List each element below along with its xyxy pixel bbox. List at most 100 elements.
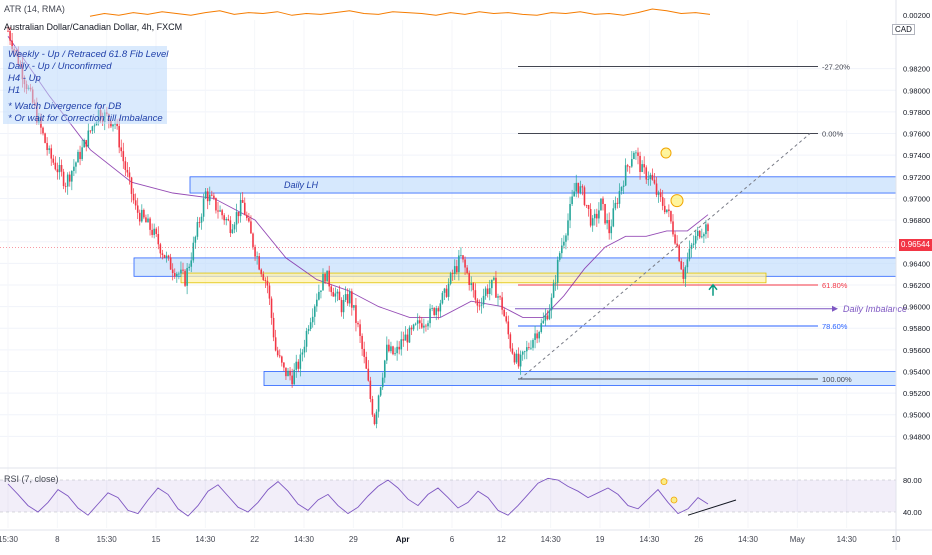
candle-body <box>538 332 540 339</box>
y-tick-label: 0.96400 <box>903 259 930 268</box>
candle-body <box>332 292 335 297</box>
candle-body <box>75 162 77 167</box>
candle-body <box>639 155 641 172</box>
candle-body <box>42 127 44 134</box>
currency-badge[interactable]: CAD <box>892 24 915 35</box>
candle-body <box>480 304 483 306</box>
candle-body <box>668 209 670 212</box>
candle-body <box>186 268 188 286</box>
candle-body <box>686 259 689 268</box>
candle-body <box>499 296 501 298</box>
candle-body <box>649 174 652 180</box>
y-tick-label: 0.97400 <box>903 151 930 160</box>
candle-body <box>231 229 234 234</box>
candle-body <box>441 292 444 304</box>
y-tick-label: 0.97600 <box>903 130 930 139</box>
candle-body <box>130 177 133 194</box>
candle-body <box>661 197 664 206</box>
candle-body <box>173 273 176 277</box>
candle-body <box>316 299 318 307</box>
candle-body <box>624 165 627 186</box>
candle-body <box>301 352 304 355</box>
y-tick-label: 0.94800 <box>903 432 930 441</box>
candle-body <box>556 259 559 283</box>
analysis-note-box[interactable]: Weekly - Up / Retraced 61.8 Fib Level Da… <box>3 46 168 124</box>
note-line: H1 <box>8 85 21 96</box>
candle-body <box>688 248 691 260</box>
rsi-highlight-circle <box>660 478 668 486</box>
candle-body <box>682 269 685 279</box>
candle-body <box>470 283 473 286</box>
candle-body <box>676 243 678 246</box>
candle-body <box>141 209 143 222</box>
candle-body <box>620 186 623 191</box>
candle-body <box>678 245 680 262</box>
candle-body <box>281 356 283 363</box>
candle-body <box>427 323 429 327</box>
imbalance-label: Daily Imbalance <box>843 304 907 314</box>
candle-body <box>534 333 536 340</box>
candle-body <box>655 183 658 195</box>
x-tick-label: 19 <box>596 535 605 544</box>
rsi-indicator-label[interactable]: RSI (7, close) <box>4 474 59 484</box>
y-tick-label: 0.98200 <box>903 65 930 74</box>
candle-body <box>517 353 520 367</box>
candle-body <box>511 348 514 354</box>
candle-body <box>208 194 211 202</box>
highlight-circle <box>670 194 684 208</box>
candle-body <box>690 244 693 249</box>
candle-body <box>631 159 633 167</box>
y-tick-label: 0.97200 <box>903 173 930 182</box>
candle-body <box>128 172 131 178</box>
candle-body <box>381 377 384 388</box>
candle-body <box>476 299 479 306</box>
candle-body <box>126 169 129 173</box>
candle-body <box>433 308 435 315</box>
candle-body <box>486 288 489 294</box>
candle-body <box>124 161 127 170</box>
candle-body <box>404 334 407 341</box>
candle-body <box>116 123 118 127</box>
x-tick-label: 14:30 <box>541 535 562 544</box>
fib-retracement[interactable]: -27.20% 0.00% 61.80% 78.60% 100.00% Daily Imb… <box>515 63 907 385</box>
candle-body <box>77 151 79 163</box>
candle-body <box>136 205 139 213</box>
candle-body <box>478 305 481 307</box>
candle-body <box>9 30 11 41</box>
candle-body <box>328 270 330 287</box>
candle-body <box>474 290 477 300</box>
symbol-title[interactable]: Australian Dollar/Canadian Dollar, 4h, F… <box>4 22 183 32</box>
candle-body <box>503 309 505 317</box>
candle-body <box>180 269 182 274</box>
fib-level-label: -27.20% <box>822 63 850 72</box>
x-tick-label: 14:30 <box>738 535 759 544</box>
candle-body <box>544 315 547 321</box>
candle-body <box>532 339 534 348</box>
candle-body <box>307 328 310 331</box>
candle-body <box>651 174 654 180</box>
candle-body <box>348 291 351 304</box>
candle-body <box>542 320 545 324</box>
rsi-pane: 80.00 40.00 <box>0 476 922 517</box>
candle-body <box>196 222 199 237</box>
candle-body <box>637 152 639 156</box>
candle-body <box>48 148 50 151</box>
atr-pane: 0.00200 <box>89 8 930 20</box>
y-tick-label: 0.96800 <box>903 216 930 225</box>
candle-body <box>297 361 300 369</box>
candle-body <box>672 221 674 235</box>
candle-body <box>451 273 454 274</box>
candle-body <box>515 353 518 363</box>
candle-body <box>365 356 368 369</box>
note-line: * Watch Divergence for DB <box>8 101 122 112</box>
candle-body <box>318 291 320 300</box>
candle-body <box>591 218 594 226</box>
candle-body <box>482 295 485 305</box>
y-tick-label: 0.95000 <box>903 411 930 420</box>
candle-body <box>357 322 359 325</box>
candle-body <box>593 213 596 219</box>
y-tick-label: 0.98000 <box>903 86 930 95</box>
atr-indicator-label[interactable]: ATR (14, RMA) <box>4 4 65 14</box>
candle-body <box>507 321 510 335</box>
